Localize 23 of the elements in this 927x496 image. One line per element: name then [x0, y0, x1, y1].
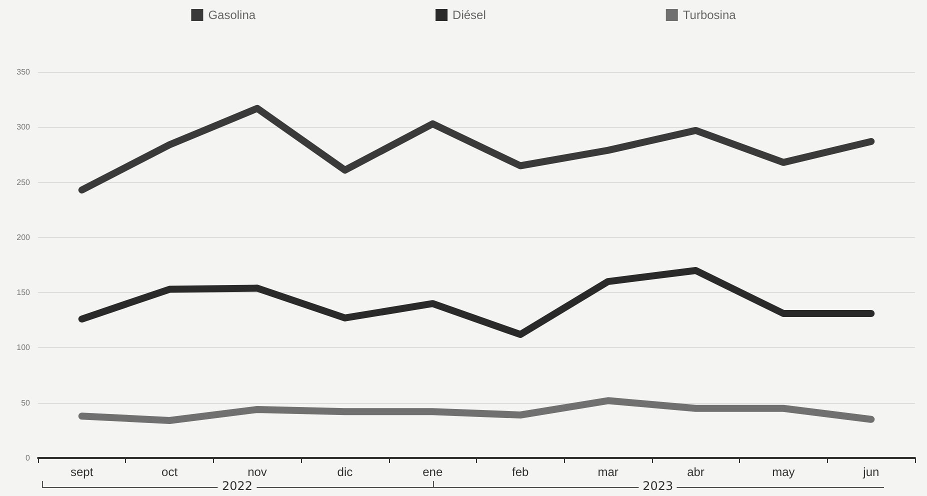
y-tick-label: 200 — [16, 232, 31, 242]
text: 2022 — [218, 479, 257, 493]
y-tick-label: 150 — [16, 288, 31, 298]
y-tick-label: 50 — [21, 398, 31, 408]
x-tick-label: jun — [862, 465, 880, 479]
x-tick-label: oct — [162, 465, 178, 479]
y-tick-label: 0 — [26, 454, 31, 462]
x-tick-label: feb — [512, 465, 530, 479]
x-tick-label: ene — [422, 465, 443, 479]
x-tick-label: may — [772, 465, 795, 479]
x-tick-label: nov — [248, 465, 267, 479]
x-tick-label: abr — [687, 465, 704, 479]
x-tick-label: dic — [337, 465, 353, 479]
text: 2023 — [638, 479, 678, 493]
y-tick-label: 350 — [16, 68, 31, 76]
y-tick-label: 250 — [16, 178, 31, 187]
legend-label: Gasolina — [208, 8, 256, 22]
y-tick-label: 300 — [16, 122, 31, 132]
legend-label: Diésel — [452, 8, 486, 22]
x-tick-label: mar — [598, 465, 618, 479]
y-tick-label: 100 — [16, 343, 31, 352]
x-tick-label: sept — [70, 465, 94, 479]
legend-label: Turbosina — [682, 8, 736, 22]
